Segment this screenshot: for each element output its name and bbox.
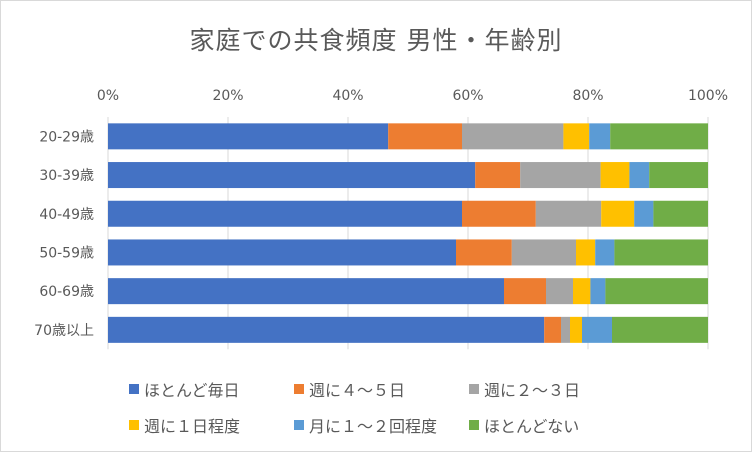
legend-swatch (469, 384, 479, 394)
bar-segment (582, 316, 612, 343)
x-tick-label: 40% (332, 88, 363, 104)
bar-segment (612, 316, 708, 343)
bar-segment (634, 200, 654, 227)
bar-segment (462, 123, 564, 150)
x-tick-label: 100% (688, 88, 728, 104)
bar-segment (535, 200, 602, 227)
bar-segment (563, 123, 590, 150)
category-label: 70歳以上 (34, 323, 94, 339)
bar-segment (653, 200, 708, 227)
legend-label: 週に１日程度 (144, 417, 241, 436)
bar-segment (520, 162, 601, 189)
bar-segment (475, 162, 521, 189)
category-label: 20-29歳 (39, 129, 94, 145)
bar-segment (629, 162, 650, 189)
bar-segment (108, 162, 476, 189)
legend-swatch (469, 420, 479, 430)
bar-segment (108, 123, 389, 150)
x-tick-label: 20% (212, 88, 243, 104)
legend-label: 週に２～３日 (484, 381, 581, 400)
category-label: 40-49歳 (39, 207, 94, 223)
bar-segment (590, 278, 606, 305)
bar-segment (589, 123, 611, 150)
bar-segment (610, 123, 708, 150)
bar-segment (388, 123, 462, 150)
legend-label: 月に１～２回程度 (309, 417, 438, 436)
legend-label: ほとんど毎日 (144, 381, 240, 400)
legend-swatch (294, 384, 304, 394)
x-tick-label: 80% (572, 88, 603, 104)
x-tick-label: 0% (97, 88, 119, 104)
bar-segment (546, 278, 573, 305)
bar-segment (614, 239, 708, 266)
bar-segment (544, 316, 561, 343)
bar-segment (108, 316, 545, 343)
category-label: 30-39歳 (39, 168, 94, 184)
bar-segment (570, 316, 582, 343)
bar-segment (601, 200, 635, 227)
bar-segment (573, 278, 591, 305)
bar-segment (108, 278, 504, 305)
bar-segment (561, 316, 570, 343)
bar-segment (108, 200, 462, 227)
legend-item: 週に１日程度 (129, 413, 240, 437)
legend-item: 週に２～３日 (469, 377, 580, 401)
category-label: 50-59歳 (39, 245, 94, 261)
legend-swatch (129, 384, 139, 394)
chart-title: 家庭での共食頻度 男性・年齢別 (189, 26, 563, 55)
legend-item: ほとんどない (469, 413, 579, 437)
legend-label: 週に４～５日 (309, 381, 406, 400)
legend-item: 月に１～２回程度 (294, 413, 437, 437)
legend-label: ほとんどない (484, 417, 580, 436)
bar-segment (108, 239, 456, 266)
legend-swatch (129, 420, 139, 430)
bar-segment (511, 239, 576, 266)
bar-segment (462, 200, 536, 227)
bar-segment (576, 239, 596, 266)
bar-segment (504, 278, 546, 305)
legend-item: 週に４～５日 (294, 377, 405, 401)
bar-segment (595, 239, 615, 266)
bar-segment (456, 239, 512, 266)
category-label: 60-69歳 (39, 284, 94, 300)
bar-segment (605, 278, 708, 305)
legend-swatch (294, 420, 304, 430)
bar-segment (600, 162, 630, 189)
x-tick-label: 60% (452, 88, 483, 104)
bar-segment (649, 162, 708, 189)
legend-item: ほとんど毎日 (129, 377, 240, 401)
